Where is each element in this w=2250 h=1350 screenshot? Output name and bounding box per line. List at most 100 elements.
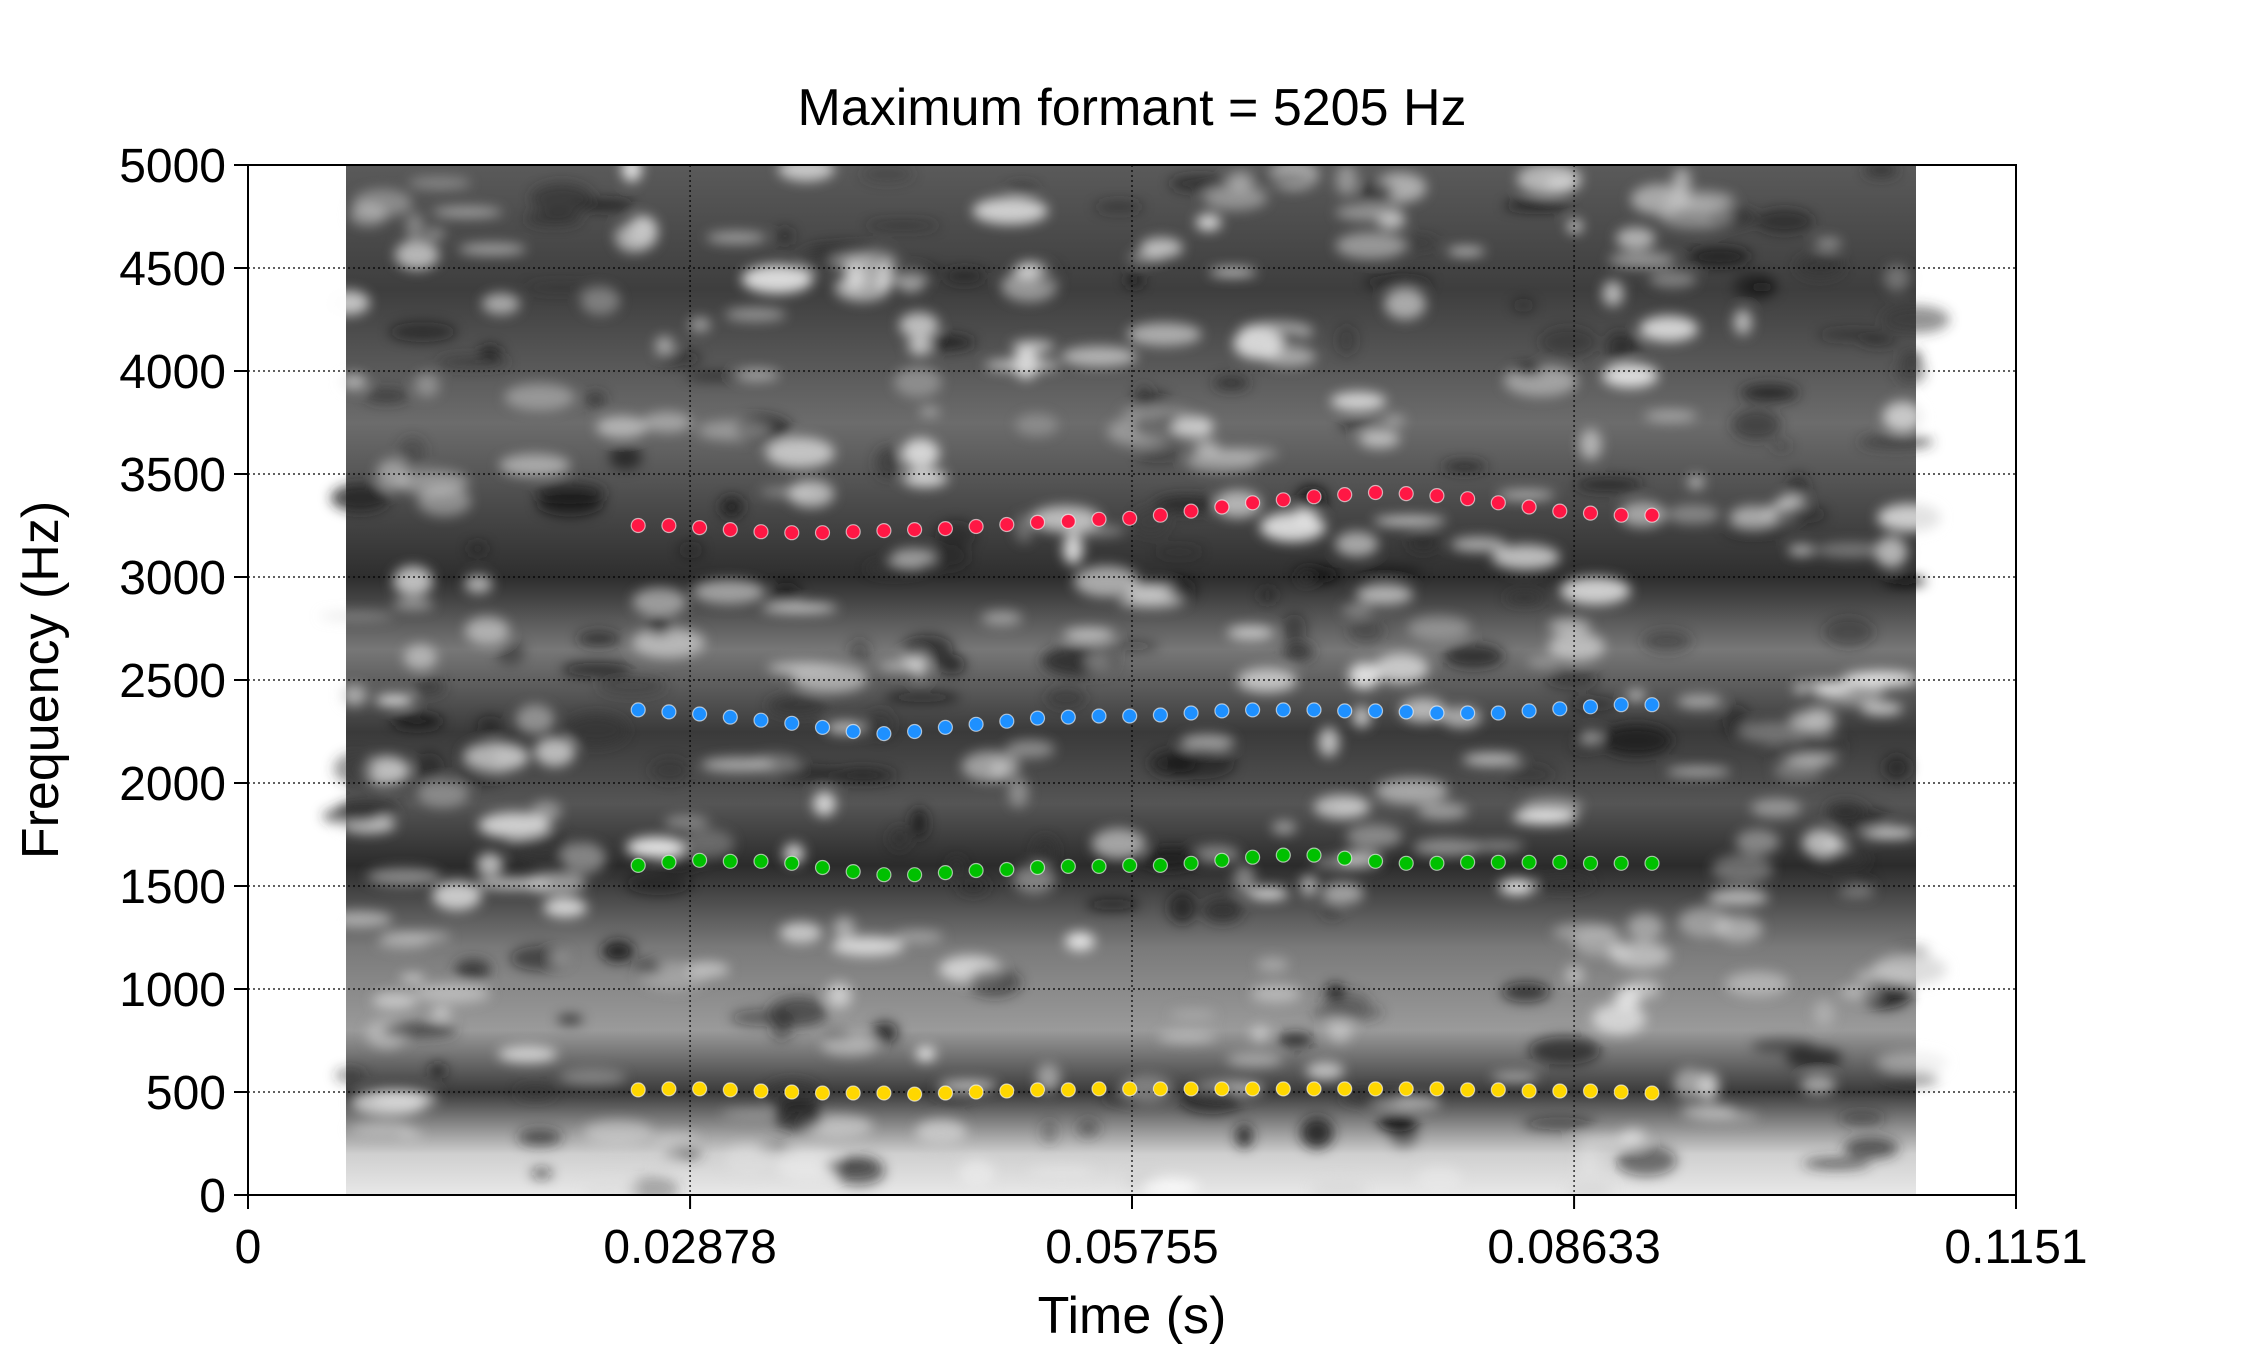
formant-point (1644, 1085, 1660, 1101)
spectrogram-blob (1825, 801, 1866, 820)
spectrogram-blob (772, 582, 801, 610)
spectrogram-blob (1101, 640, 1159, 652)
formant-point (1183, 503, 1199, 519)
spectrogram-blob (1384, 288, 1426, 320)
spectrogram-blob (1818, 329, 1888, 341)
spectrogram-blob (1155, 546, 1203, 558)
spectrogram-blob (1390, 1124, 1418, 1148)
spectrogram-blob (981, 610, 1023, 626)
y-tick-label: 1000 (119, 964, 226, 1017)
spectrogram-blob (1233, 327, 1284, 360)
spectrogram-blob (577, 631, 621, 647)
formant-point (876, 1085, 892, 1101)
formant-point (1490, 854, 1506, 870)
spectrogram-blob (1462, 752, 1521, 767)
spectrogram-blob (1838, 886, 1875, 898)
spectrogram-blob (915, 1046, 936, 1062)
spectrogram-blob (1644, 410, 1698, 422)
formant-point (968, 862, 984, 879)
spectrogram-blob (1755, 209, 1814, 234)
spectrogram-blob (899, 312, 939, 339)
formant-point (1613, 507, 1629, 523)
spectrogram-blob (515, 1086, 556, 1100)
formant-track-3 (630, 697, 1660, 742)
formant-point (1214, 499, 1230, 515)
chart-title: Maximum formant = 5205 Hz (797, 79, 1466, 137)
spectrogram-blob (884, 692, 960, 703)
spectrogram-blob (394, 240, 440, 270)
formant-point (1582, 505, 1599, 521)
spectrogram-blob (1505, 592, 1544, 604)
spectrogram-blob (1785, 1047, 1843, 1069)
spectrogram-blob (583, 1120, 654, 1145)
spectrogram-blob (1733, 272, 1777, 301)
formant-point (661, 854, 677, 870)
spectrogram-blob (1107, 417, 1177, 447)
spectrogram-blob (686, 961, 730, 978)
x-tick-label: 0.02878 (603, 1221, 777, 1274)
formant-point (937, 520, 954, 537)
spectrogram-blob (1335, 165, 1358, 196)
formant-point (1244, 702, 1261, 718)
spectrogram-blob (1407, 533, 1440, 552)
formant-point (630, 857, 646, 874)
spectrogram-blob (1346, 824, 1403, 849)
spectrogram-blob (972, 197, 1048, 225)
formant-point (661, 704, 677, 720)
spectrogram-blob (759, 487, 817, 497)
formant-point (1521, 703, 1537, 719)
spectrogram-blob (375, 695, 414, 706)
spectrogram-texture (319, 165, 1950, 1195)
formant-point (722, 521, 738, 538)
spectrogram-blob (1630, 184, 1690, 215)
formant-point (1091, 708, 1107, 724)
formant-track-4 (630, 484, 1660, 541)
spectrogram-blob (524, 871, 586, 895)
y-tick-label: 4500 (119, 243, 226, 296)
spectrogram-blob (333, 753, 375, 784)
spectrogram-blob (1226, 1052, 1283, 1068)
formant-point (1337, 850, 1353, 866)
spectrogram-blob (1575, 477, 1643, 492)
spectrogram-blob (1791, 736, 1848, 754)
spectrogram-blob (741, 264, 814, 294)
spectrogram-blob (958, 1159, 996, 1188)
spectrogram-blob (1545, 668, 1600, 690)
spectrogram-blob (1802, 828, 1840, 858)
formant-point (906, 521, 923, 538)
spectrogram-blob (1813, 999, 1835, 1027)
spectrogram-blob (330, 484, 390, 512)
spectrogram-blob (400, 974, 425, 983)
formant-point (1275, 492, 1291, 508)
spectrogram-blob (322, 807, 382, 825)
formant-point (1490, 495, 1506, 511)
spectrogram-blob (1084, 650, 1112, 673)
formant-point (1367, 484, 1384, 501)
spectrogram-blob (1864, 165, 1899, 178)
formant-point (1521, 499, 1537, 515)
x-tick-label: 0 (235, 1221, 262, 1274)
formant-point (876, 867, 892, 883)
formant-point (814, 1085, 831, 1101)
spectrogram-blob (1135, 447, 1183, 464)
spectrogram-blob (866, 221, 939, 230)
spectrogram-blob (367, 867, 441, 886)
formant-point (1582, 855, 1599, 871)
spectrogram-blob (908, 336, 932, 356)
spectrogram-blob (1615, 227, 1656, 250)
spectrogram-blob (499, 453, 571, 477)
formant-point (906, 1086, 923, 1102)
spectrogram-blob (1063, 627, 1115, 642)
x-tick-label: 0.1151 (1944, 1221, 2087, 1274)
formant-point (1183, 855, 1199, 871)
spectrogram-blob (510, 945, 570, 971)
y-tick-label: 2500 (119, 655, 226, 708)
spectrogram-blob (1614, 986, 1641, 1010)
spectrogram-blob (961, 751, 1020, 782)
spectrogram-blob (682, 829, 735, 859)
spectrogram-blob (1842, 671, 1918, 687)
spectrogram-blob (525, 282, 596, 293)
spectrogram-blob (1338, 417, 1377, 431)
spectrogram-blob (1516, 165, 1583, 195)
